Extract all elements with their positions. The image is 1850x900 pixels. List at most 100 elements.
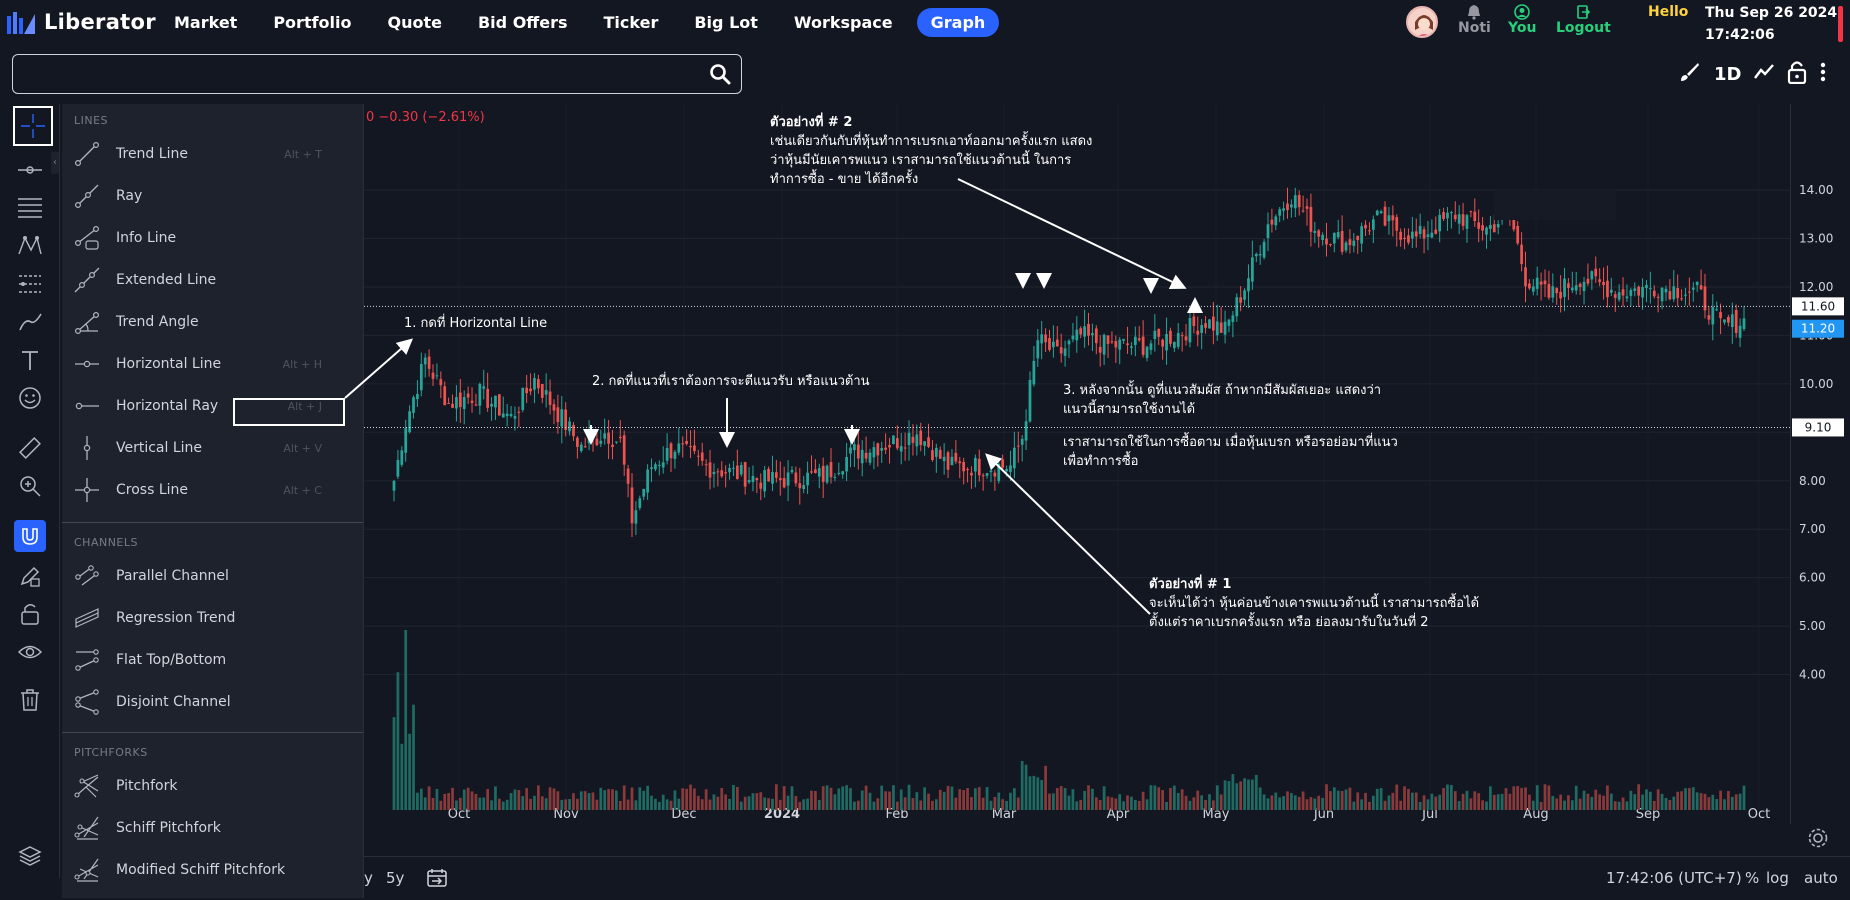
volume-bar	[630, 787, 634, 810]
avatar[interactable]	[1406, 6, 1438, 38]
prediction-tool-icon[interactable]	[14, 268, 46, 300]
lock-icon[interactable]	[1787, 60, 1807, 88]
object-tree-icon[interactable]	[14, 840, 46, 872]
menu-item-ray[interactable]: Ray	[62, 175, 363, 217]
brush-tool-icon[interactable]	[14, 306, 46, 338]
menu-item-parallel-channel[interactable]: Parallel Channel	[62, 555, 363, 597]
price-chart[interactable]: Oct Nov Dec 2024 Feb Mar Apr May Jun Jul Aug Sep Oct	[364, 104, 1790, 824]
candle-body	[1586, 278, 1590, 284]
menu-item-horizontal-ray[interactable]: Horizontal Ray Alt + J	[62, 385, 363, 427]
emoji-tool-icon[interactable]	[14, 382, 46, 414]
candle-body	[981, 475, 985, 477]
menu-item-pitchfork[interactable]: Pitchfork	[62, 765, 363, 807]
volume-bar	[482, 797, 486, 810]
eye-icon[interactable]	[14, 636, 46, 668]
volume-bar	[1684, 788, 1687, 810]
crosshair-tool[interactable]	[13, 106, 53, 146]
pitchfork-icon	[72, 772, 102, 800]
nav-market[interactable]: Market	[174, 12, 238, 32]
nav-quote[interactable]: Quote	[387, 12, 442, 32]
menu-item-modified-schiff-pitchfork[interactable]: Modified Schiff Pitchfork	[62, 849, 363, 891]
menu-item-vertical-line[interactable]: Vertical Line Alt + V	[62, 427, 363, 469]
volume-bar	[1676, 791, 1680, 810]
candle-body	[693, 445, 696, 452]
candle-body	[1410, 231, 1414, 239]
menu-item-schiff-pitchfork[interactable]: Schiff Pitchfork	[62, 807, 363, 849]
clock-label[interactable]: 17:42:06 (UTC+7)	[1606, 869, 1742, 887]
chart-type-icon[interactable]	[1753, 61, 1775, 87]
trash-icon[interactable]	[14, 684, 46, 716]
candle-body	[509, 414, 513, 417]
candle-body	[1352, 240, 1356, 246]
logout-button[interactable]: Logout	[1556, 4, 1611, 36]
candle-body	[1465, 215, 1469, 229]
search-icon[interactable]	[709, 63, 731, 89]
disjoint-channel-icon	[72, 688, 102, 716]
user-profile[interactable]: You	[1508, 4, 1536, 36]
ruler-icon[interactable]	[14, 432, 46, 464]
notifications[interactable]: Noti	[1458, 4, 1491, 36]
stay-drawing-icon[interactable]	[14, 560, 46, 592]
more-menu-icon[interactable]	[1819, 61, 1827, 87]
percent-toggle[interactable]: %	[1745, 869, 1760, 887]
volume-bar	[470, 791, 474, 810]
pattern-tool-icon[interactable]	[14, 230, 46, 262]
logo-icon	[6, 8, 36, 36]
menu-item-label: Schiff Pitchfork	[116, 820, 221, 836]
volume-bar	[1028, 776, 1032, 810]
auto-toggle[interactable]: auto	[1804, 869, 1838, 887]
brush-icon[interactable]	[1678, 61, 1700, 87]
fib-tool-icon[interactable]	[14, 192, 46, 224]
candle-body	[1215, 321, 1219, 336]
candle-body	[1055, 339, 1059, 347]
volume-bar	[747, 796, 751, 810]
text-tool-icon[interactable]	[14, 344, 46, 376]
volume-bar	[1574, 785, 1578, 810]
menu-item-regression-trend[interactable]: Regression Trend	[62, 597, 363, 639]
price-tick-label: 8.00	[1799, 474, 1826, 488]
candle-body	[1169, 330, 1172, 344]
nav-graph[interactable]: Graph	[916, 7, 1000, 37]
range-1y[interactable]: y	[364, 869, 373, 887]
app-logo[interactable]: Liberator	[6, 8, 166, 36]
menu-item-flat-top-bottom[interactable]: Flat Top/Bottom	[62, 639, 363, 681]
volume-bar	[1688, 788, 1691, 810]
menu-item-extended-line[interactable]: Extended Line	[62, 259, 363, 301]
nav-ticker[interactable]: Ticker	[603, 12, 659, 32]
menu-item-trend-angle[interactable]: Trend Angle	[62, 301, 363, 343]
volume-bar	[462, 789, 466, 810]
hello-label: Hello	[1648, 4, 1689, 20]
settings-gear-icon[interactable]	[1806, 826, 1830, 854]
nav-bid-offers[interactable]: Bid Offers	[477, 12, 568, 32]
line-tool-icon[interactable]	[14, 154, 46, 186]
volume-bar	[693, 788, 696, 810]
symbol-search[interactable]	[12, 54, 742, 94]
goto-date-icon[interactable]	[426, 867, 448, 893]
candle-body	[599, 440, 603, 444]
range-5y[interactable]: 5y	[386, 869, 405, 887]
volume-bar	[1578, 798, 1582, 810]
menu-item-info-line[interactable]: Info Line	[62, 217, 363, 259]
volume-bar	[657, 801, 661, 810]
magnet-icon[interactable]	[14, 520, 46, 552]
log-toggle[interactable]: log	[1766, 869, 1789, 887]
annotation-line: ทำการซื้อ - ขาย ได้อีกครั้ง	[770, 172, 919, 187]
zoom-icon[interactable]	[14, 470, 46, 502]
price-axis[interactable]: 14.0013.0012.0011.0010.009.008.007.006.0…	[1790, 104, 1850, 824]
menu-item-disjoint-channel[interactable]: Disjoint Channel	[62, 681, 363, 723]
menu-item-horizontal-line[interactable]: Horizontal Line Alt + H	[62, 343, 363, 385]
candle-body	[1208, 319, 1211, 329]
menu-item-trend-line[interactable]: Trend Line Alt + T	[62, 133, 363, 175]
volume-bar	[396, 672, 400, 810]
nav-portfolio[interactable]: Portfolio	[273, 12, 352, 32]
volume-bar	[958, 789, 962, 810]
nav-big-lot[interactable]: Big Lot	[694, 12, 758, 32]
menu-item-cross-line[interactable]: Cross Line Alt + C	[62, 469, 363, 511]
nav-workspace[interactable]: Workspace	[793, 12, 893, 32]
volume-bar	[946, 785, 950, 810]
search-input[interactable]	[23, 63, 703, 85]
collapse-handle[interactable]: ‹	[51, 152, 59, 174]
volume-bar	[833, 794, 837, 810]
lock-drawings-icon[interactable]	[14, 598, 46, 630]
interval-button[interactable]: 1D	[1714, 63, 1742, 85]
